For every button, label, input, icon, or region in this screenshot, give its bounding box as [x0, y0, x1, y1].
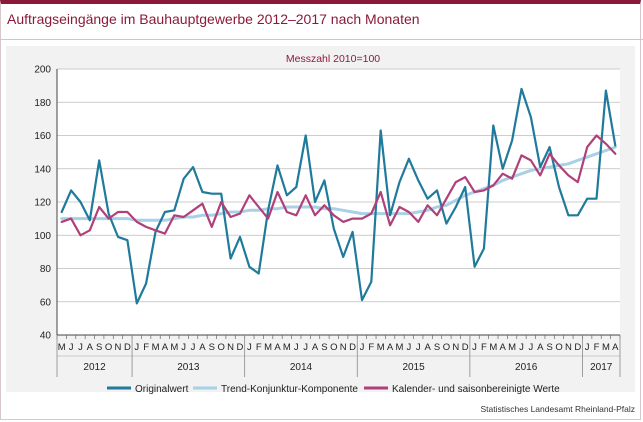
y-axis: 40 60 80 100 120 140 160 180 200: [34, 65, 58, 342]
x-month-label: J: [69, 342, 74, 353]
series-line-saisonbereinigt: [60, 134, 617, 237]
y-tick-label: 100: [34, 231, 51, 242]
y-tick-label: 160: [34, 131, 51, 142]
grid-lines: [57, 68, 620, 336]
x-month-label: A: [537, 342, 544, 353]
chart-subtitle: Messzahl 2010=100: [286, 53, 380, 65]
y-tick-label: 40: [40, 331, 52, 342]
x-month-label: M: [489, 342, 497, 353]
x-month-label: D: [124, 342, 131, 353]
x-month-label: S: [434, 342, 440, 353]
x-month-label: S: [96, 342, 102, 353]
x-month-label: O: [330, 342, 337, 353]
x-month-label: J: [528, 342, 533, 353]
x-month-label: A: [424, 342, 431, 353]
y-tick-label: 200: [34, 65, 51, 76]
x-month-label: M: [508, 342, 516, 353]
x-month-label: A: [500, 342, 507, 353]
series-line-trend: [60, 145, 617, 222]
x-month-label: S: [546, 342, 552, 353]
x-month-label: J: [303, 342, 308, 353]
title-divider: [0, 39, 643, 40]
x-month-label: S: [209, 342, 215, 353]
x-month-label: J: [407, 342, 412, 353]
x-month-label: N: [565, 342, 572, 353]
x-month-label: A: [274, 342, 281, 353]
x-month-label: O: [105, 342, 112, 353]
x-year-label: 2015: [402, 362, 425, 373]
x-month-label: F: [481, 342, 487, 353]
x-month-label: M: [396, 342, 404, 353]
x-month-label: A: [199, 342, 206, 353]
y-tick-label: 180: [34, 98, 51, 109]
x-month-label: J: [181, 342, 186, 353]
series-lines: [60, 87, 617, 305]
x-month-label: N: [340, 342, 347, 353]
y-tick-label: 80: [40, 264, 52, 275]
x-month-label: F: [256, 342, 262, 353]
x-month-label: M: [152, 342, 160, 353]
x-month-label: M: [170, 342, 178, 353]
x-month-label: D: [349, 342, 356, 353]
legend-label: Kalender- und saisonbereinigte Werte: [392, 384, 560, 395]
source-note: Statistisches Landesamt Rheinland-Pfalz: [480, 404, 636, 414]
x-month-label: N: [452, 342, 459, 353]
x-month-label: J: [519, 342, 524, 353]
y-tick-label: 140: [34, 164, 51, 175]
x-month-label: J: [78, 342, 83, 353]
x-month-label: J: [585, 342, 590, 353]
x-month-label: M: [602, 342, 610, 353]
x-month-label: A: [312, 342, 319, 353]
x-month-label: N: [227, 342, 234, 353]
x-month-label: D: [237, 342, 244, 353]
x-year-label: 2016: [515, 362, 538, 373]
x-month-label: D: [574, 342, 581, 353]
x-month-label: F: [594, 342, 600, 353]
x-month-label: A: [87, 342, 94, 353]
x-month-label: J: [134, 342, 139, 353]
x-month-label: A: [387, 342, 394, 353]
x-month-label: J: [294, 342, 299, 353]
x-month-label: N: [115, 342, 122, 353]
x-year-label: 2012: [83, 362, 106, 373]
y-tick-label: 120: [34, 198, 51, 209]
legend-label: Trend-Konjunktur-Komponente: [221, 384, 358, 395]
x-year-label: 2013: [177, 362, 200, 373]
x-month-label: J: [472, 342, 477, 353]
x-year-label: 2014: [290, 362, 313, 373]
x-month-label: J: [247, 342, 252, 353]
x-month-label: A: [162, 342, 169, 353]
legend-label: Originalwert: [135, 384, 189, 395]
x-month-label: O: [555, 342, 562, 353]
x-month-label: J: [416, 342, 421, 353]
x-month-label: M: [283, 342, 291, 353]
x-month-label: F: [368, 342, 374, 353]
x-month-label: D: [462, 342, 469, 353]
x-month-label: O: [443, 342, 450, 353]
x-month-label: M: [58, 342, 66, 353]
x-month-label: O: [218, 342, 225, 353]
x-month-label: A: [612, 342, 619, 353]
x-month-label: J: [360, 342, 365, 353]
x-month-label: J: [191, 342, 196, 353]
x-year-label: 2017: [590, 362, 613, 373]
x-month-label: M: [264, 342, 272, 353]
x-month-label: F: [143, 342, 149, 353]
legend: Originalwert Trend-Konjunktur-Komponente K…: [107, 384, 560, 395]
x-month-label: M: [377, 342, 385, 353]
x-month-label: S: [321, 342, 327, 353]
series-line-originalwert: [60, 87, 617, 305]
y-tick-label: 60: [40, 297, 52, 308]
page-title: Auftragseingänge im Bauhauptgewerbe 2012…: [7, 11, 420, 27]
